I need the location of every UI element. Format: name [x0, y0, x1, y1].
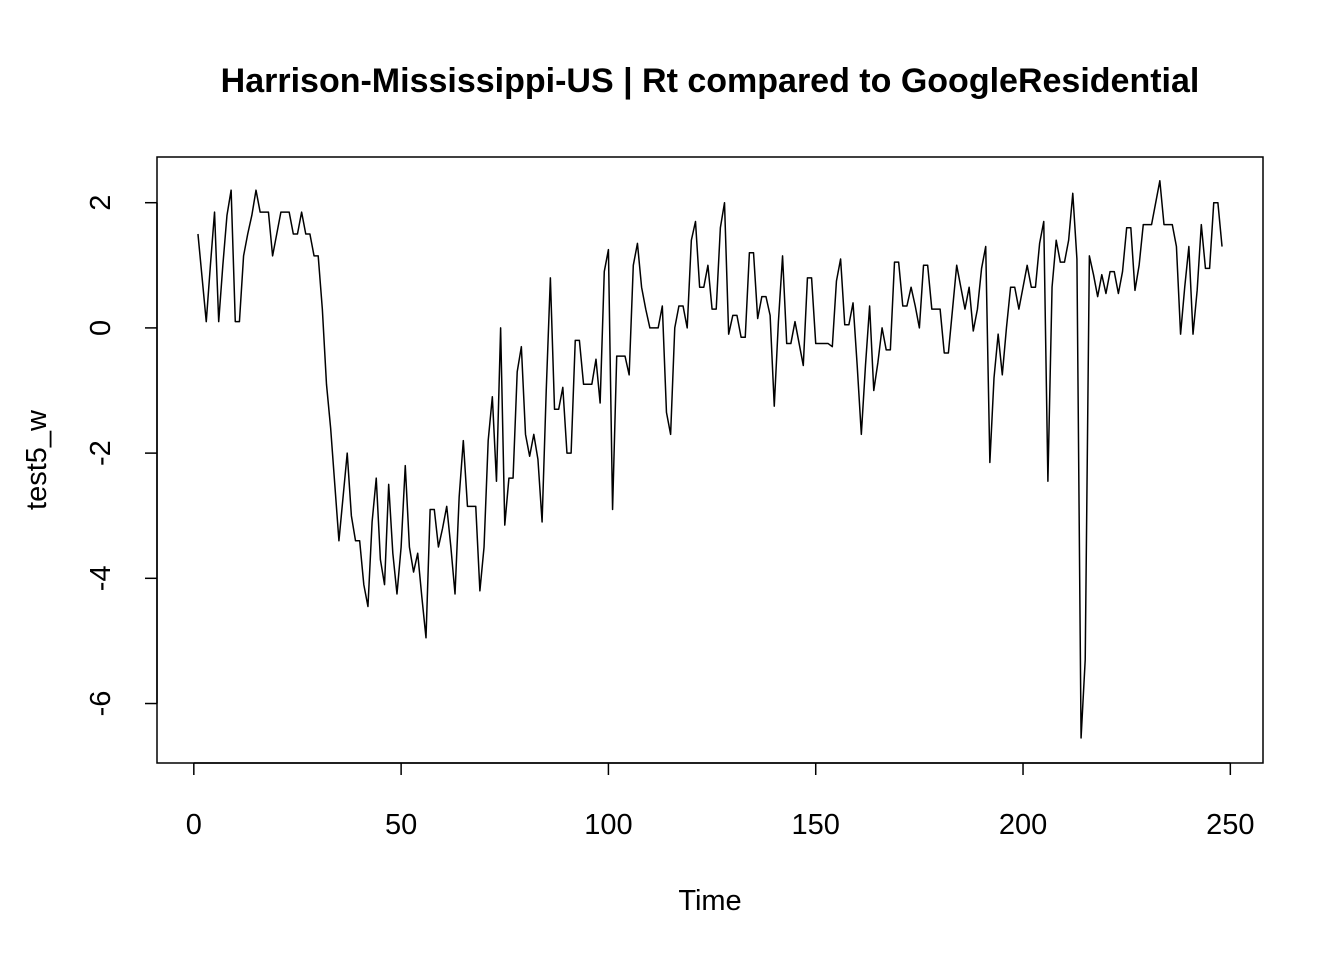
plot-frame	[156, 156, 1264, 764]
x-tick-label: 200	[999, 809, 1047, 841]
x-tick-label: 150	[792, 809, 840, 841]
y-axis-label: test5_w	[21, 409, 53, 510]
x-tick-label: 250	[1206, 809, 1254, 841]
y-tick-label: -2	[85, 440, 117, 466]
x-tick-label: 100	[584, 809, 632, 841]
series-line	[197, 180, 1223, 739]
chart-title: Harrison-Mississippi-US | Rt compared to…	[221, 62, 1200, 100]
x-axis-label: Time	[678, 885, 741, 917]
y-tick-label: 0	[85, 320, 117, 336]
y-tick-label: -4	[85, 565, 117, 591]
y-tick-label: -6	[85, 691, 117, 717]
x-tick-label: 50	[385, 809, 417, 841]
y-tick-label: 2	[85, 195, 117, 211]
x-tick-label: 0	[186, 809, 202, 841]
